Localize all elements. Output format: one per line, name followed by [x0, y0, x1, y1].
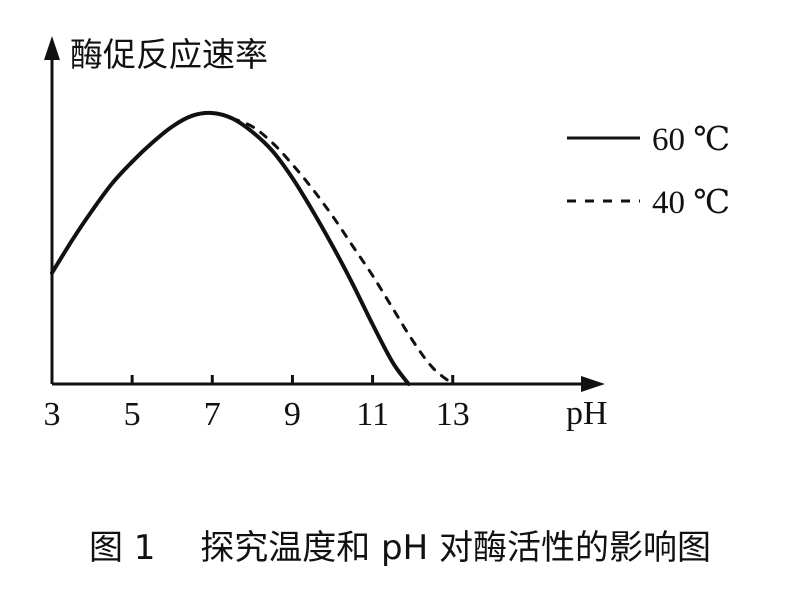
y-axis-arrow	[44, 36, 60, 60]
x-tick-label: 7	[204, 396, 221, 433]
series-group	[50, 110, 455, 386]
legend-label-40: 40 ℃	[652, 185, 730, 221]
y-axis-label: 酶促反应速率	[70, 35, 268, 74]
figure-caption: 图 1 探究温度和 pH 对酶活性的影响图	[88, 528, 711, 568]
x-axis-label: pH	[566, 395, 608, 432]
legend-label-60: 60 ℃	[652, 122, 730, 158]
x-tick-label: 5	[124, 396, 141, 433]
x-tick-label: 9	[284, 396, 301, 433]
series-line-1	[230, 116, 455, 386]
x-ticks: 3 5 7 9 11 13	[44, 375, 470, 433]
x-tick-label: 11	[356, 396, 389, 433]
x-tick-label: 13	[436, 396, 470, 433]
x-tick-label: 3	[44, 396, 61, 433]
x-axis-arrow	[581, 376, 605, 392]
